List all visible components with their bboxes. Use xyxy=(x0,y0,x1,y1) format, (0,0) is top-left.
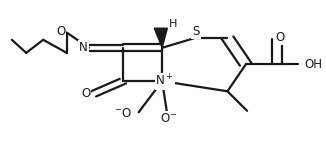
Text: O: O xyxy=(56,25,66,38)
Text: $^{-}$O: $^{-}$O xyxy=(114,106,132,120)
Text: S: S xyxy=(192,25,200,38)
Text: N: N xyxy=(79,41,88,54)
Polygon shape xyxy=(154,28,167,48)
Text: H: H xyxy=(169,19,177,29)
Text: OH: OH xyxy=(304,58,323,71)
Text: O: O xyxy=(275,31,284,44)
Text: N$^+$: N$^+$ xyxy=(156,73,174,89)
Text: O: O xyxy=(81,87,90,100)
Text: O$^{-}$: O$^{-}$ xyxy=(160,112,177,125)
